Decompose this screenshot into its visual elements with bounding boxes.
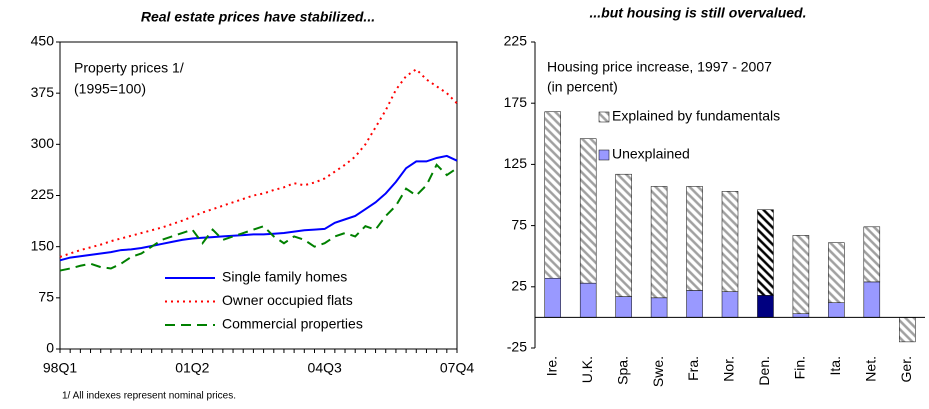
bar-segment <box>615 296 632 318</box>
x-tick-label: 01Q2 <box>175 360 209 376</box>
bar-segment <box>650 186 668 299</box>
legend-label: Single family homes <box>222 269 347 285</box>
chart-title: Real estate prices have stabilized... <box>141 9 375 25</box>
legend-swatch <box>598 149 610 161</box>
bar-segment <box>686 290 703 318</box>
x-tick-label: Swe. <box>650 356 666 387</box>
x-tick-label: U.K. <box>579 356 595 383</box>
bar-segment <box>792 313 810 318</box>
bar-segment <box>828 302 845 318</box>
legend-label: Commercial properties <box>222 316 363 332</box>
line-series <box>59 163 458 272</box>
x-tick-label: 07Q4 <box>440 360 474 376</box>
y-tick-label: 75 <box>38 289 54 305</box>
bar-segment <box>544 111 561 279</box>
annotation: (in percent) <box>547 79 618 95</box>
y-tick-label: 0 <box>46 340 54 356</box>
annotation: Housing price increase, 1997 - 2007 <box>547 59 772 75</box>
bar-segment <box>579 138 597 284</box>
bar-segment <box>757 209 774 296</box>
y-tick-label: 375 <box>31 84 55 100</box>
bar-segment <box>863 281 881 318</box>
y-tick-label: 175 <box>504 94 528 110</box>
legend-label: Owner occupied flats <box>222 292 353 308</box>
bar-segment <box>650 297 668 318</box>
x-tick-label: Ire. <box>543 356 559 376</box>
x-tick-label: Ita. <box>827 356 843 375</box>
y-tick-label: 225 <box>504 33 528 49</box>
y-tick-label: -25 <box>507 339 527 355</box>
bar-segment <box>721 291 739 318</box>
bar-segment <box>615 173 632 297</box>
y-tick-label: 125 <box>504 155 528 171</box>
legend-swatch <box>598 111 610 123</box>
x-tick-label: Fra. <box>685 356 701 381</box>
bar-segment <box>828 242 845 303</box>
y-tick-label: 25 <box>511 278 527 294</box>
legend-label: Explained by fundamentals <box>612 108 780 124</box>
y-tick-label: 225 <box>31 186 55 202</box>
chart-title: ...but housing is still overvalued. <box>589 5 806 21</box>
x-tick-label: Nor. <box>721 356 737 382</box>
x-tick-label: Net. <box>863 356 879 382</box>
x-tick-label: Den. <box>756 356 772 386</box>
x-tick-label: 98Q1 <box>43 360 77 376</box>
bar-segment <box>863 226 881 283</box>
bar-segment <box>757 295 774 318</box>
line-series <box>59 154 458 262</box>
bar-segment <box>899 317 916 343</box>
x-tick-label: Ger. <box>898 356 914 382</box>
x-tick-label: Fin. <box>792 356 808 379</box>
bar-segment <box>686 186 703 291</box>
annotation: Property prices 1/ <box>74 60 184 76</box>
y-tick-label: 450 <box>31 33 55 49</box>
bar-segment <box>544 277 561 318</box>
annotation: (1995=100) <box>74 81 146 97</box>
y-tick-label: 75 <box>511 216 527 232</box>
footnote: 1/ All indexes represent nominal prices. <box>62 391 236 402</box>
y-tick-label: 150 <box>31 237 55 253</box>
y-tick-label: 300 <box>31 135 55 151</box>
x-tick-label: Spa. <box>614 356 630 385</box>
bar-segment <box>579 282 597 318</box>
bar-segment <box>721 191 739 292</box>
bar-segment <box>792 235 810 314</box>
legend-label: Unexplained <box>612 146 690 162</box>
x-tick-label: 04Q3 <box>308 360 342 376</box>
